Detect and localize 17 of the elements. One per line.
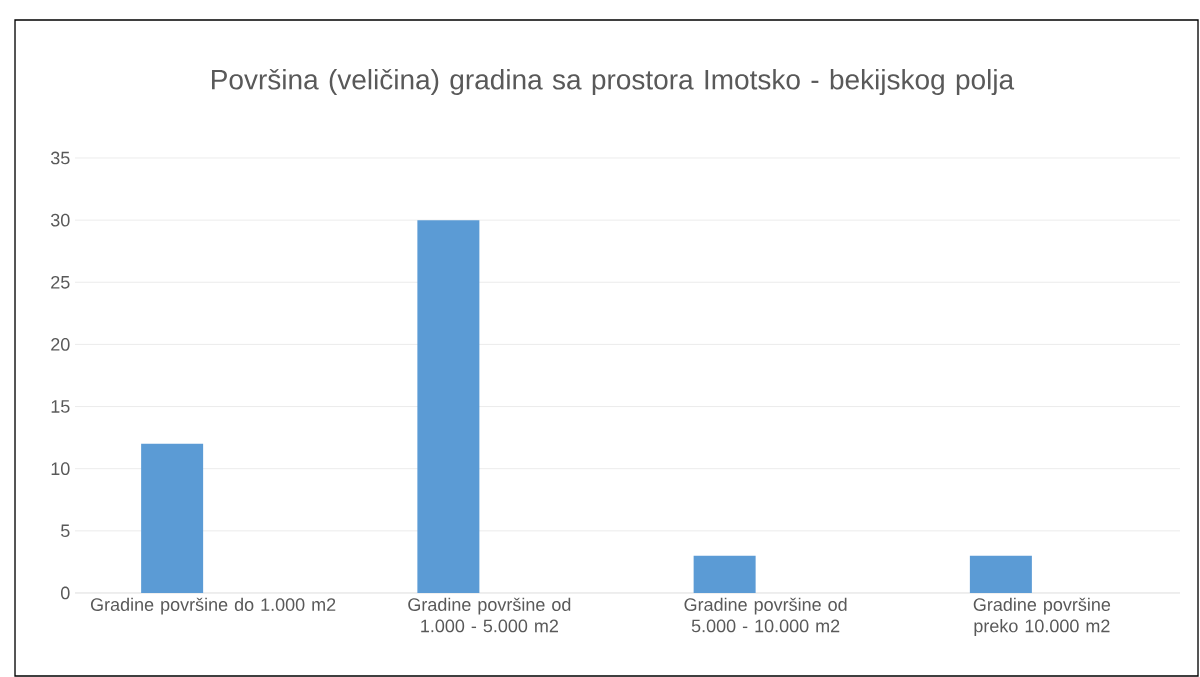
bar bbox=[417, 220, 480, 593]
y-tick-label: 25 bbox=[51, 275, 70, 289]
y-tick-label: 0 bbox=[61, 586, 70, 600]
y-tick-label: 35 bbox=[50, 151, 70, 165]
bar bbox=[969, 555, 1032, 593]
x-tick-label: Gradine površine preko 10.000 m2 bbox=[973, 597, 1111, 636]
x-tick-label: Gradine površine od 1.000 - 5.000 m2 bbox=[408, 597, 571, 633]
bar bbox=[693, 555, 756, 593]
x-tick-label: Gradine površine do 1.000 m2 bbox=[90, 597, 336, 615]
y-tick-label: 5 bbox=[61, 524, 70, 538]
y-tick-label: 15 bbox=[51, 400, 70, 413]
chart-title: Površina (veličina) gradina sa prostora Imotsko - bekijskog polja bbox=[212, 68, 1015, 96]
y-tick-label: 20 bbox=[51, 338, 70, 351]
bar bbox=[141, 443, 204, 593]
x-tick-label: Gradine površine od 5.000 - 10.000 m2 bbox=[684, 597, 847, 633]
y-tick-label: 10 bbox=[51, 462, 70, 476]
y-tick-label: 30 bbox=[50, 213, 70, 227]
